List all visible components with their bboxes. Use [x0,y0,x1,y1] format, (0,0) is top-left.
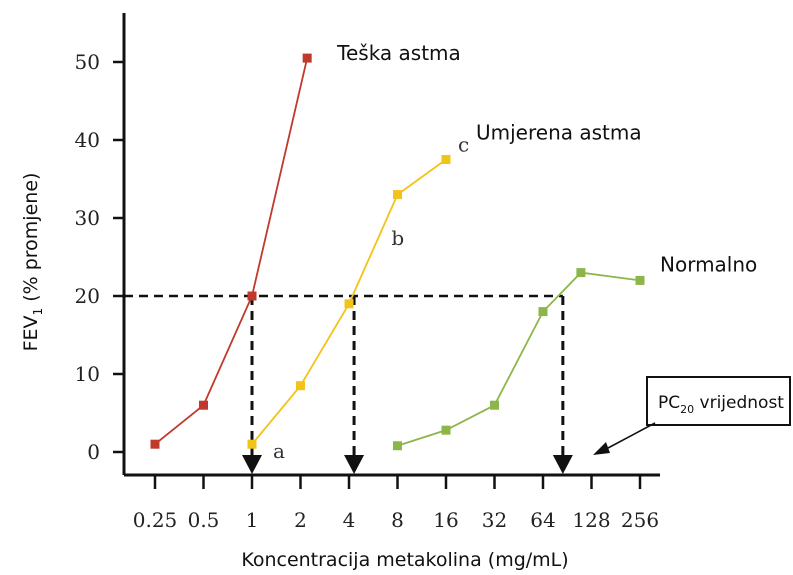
x-tick-label: 128 [572,508,610,532]
x-tick-label: 2 [294,508,307,532]
data-point [635,275,645,285]
data-point [576,268,586,278]
series-line [397,271,641,447]
data-point [490,400,499,410]
x-tick-label: 16 [433,508,458,532]
data-point [199,400,208,410]
data-point [247,439,257,449]
series-layer [150,53,645,451]
pc20-box-frame [646,376,791,426]
series-line [154,57,309,445]
y-tick-label: 0 [87,440,100,464]
x-tick-label: 8 [391,508,404,532]
series-label: Umjerena astma [476,121,642,145]
x-tick-label: 0.5 [188,508,220,532]
y-tick-label: 20 [75,284,100,308]
y-tick-label: 40 [75,128,100,152]
pc20-arrowhead [552,455,573,474]
x-tick-label: 1 [246,508,259,532]
pc20-box-label: PC20 vrijednost [658,393,784,416]
series-umjerena-astma [247,155,451,449]
series-normalno [393,268,645,451]
labels-layer: Teška astma Umjerena astma Normalno a b c [273,41,757,463]
series-label: Teška astma [336,41,461,65]
data-point [441,425,451,435]
data-point [393,441,402,451]
series-teška-astma [150,53,312,449]
y-axis-title: FEV1 (% promjene) [20,173,45,352]
data-point [344,299,354,309]
x-tick-label: 4 [343,508,356,532]
x-tick-label: 64 [530,508,555,532]
series-label: Normalno [660,252,757,276]
data-point [393,190,402,200]
pc20-pointer-arrowhead [593,442,610,455]
data-point [302,53,312,63]
x-tick-label: 32 [482,508,507,532]
curve-annotation: a [273,439,285,463]
pc20-arrowhead [344,455,365,474]
curve-annotation: c [458,133,469,157]
data-point [538,307,548,317]
data-point [150,439,160,449]
x-tick-label: 256 [621,508,659,532]
axes: 0 10 20 30 40 50 0.25 0.5 1 2 4 8 16 32 64 128 256 [75,13,660,532]
pc20-arrowhead [242,455,262,474]
pc20-pointer-line [607,422,656,449]
threshold-lines [124,294,573,474]
x-axis-title: Koncentracija metakolina (mg/mL) [241,549,568,571]
y-tick-label: 50 [75,50,100,74]
x-tick-label: 0.25 [133,508,178,532]
pc20-callout: PC20 vrijednost [593,376,791,455]
curve-annotation: b [391,226,404,250]
data-point [247,291,257,301]
data-point [441,155,451,164]
y-tick-label: 30 [75,206,100,230]
y-tick-label: 10 [75,362,100,386]
data-point [296,381,305,391]
